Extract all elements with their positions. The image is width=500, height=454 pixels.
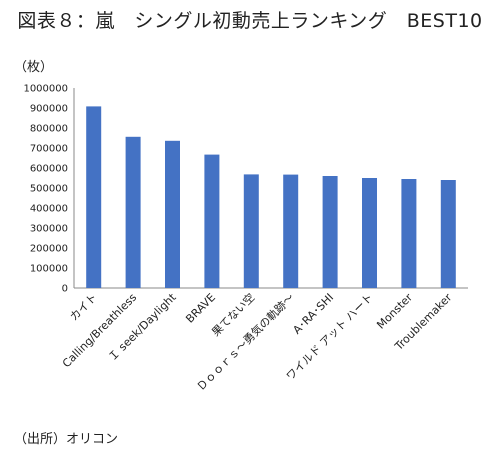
x-category-label: Calling/Breathless [60, 291, 139, 370]
bar [86, 106, 102, 289]
y-tick-label: 0 [62, 284, 68, 295]
bar [243, 174, 259, 288]
y-tick-label: 100000 [30, 264, 68, 275]
chart-title: 図表８：嵐 シングル初動売上ランキング BEST10 [17, 10, 483, 32]
bar [322, 176, 338, 288]
y-tick-label: 500000 [30, 184, 68, 195]
x-category-label: Monster [374, 291, 415, 332]
y-tick-label: 300000 [30, 224, 68, 235]
source-note: （出所）オリコン [14, 432, 119, 447]
bar [401, 179, 417, 288]
y-tick-label: 1000000 [23, 84, 68, 95]
bar [125, 136, 141, 288]
x-category-label: Ｉ seek/Daylight [106, 290, 179, 363]
bar [440, 180, 456, 288]
x-category-label: カイト [67, 291, 100, 324]
y-unit-label: （枚） [14, 60, 54, 75]
y-tick-label: 400000 [30, 204, 68, 215]
y-tick-label: 800000 [30, 124, 68, 135]
x-category-label: BRAVE [183, 291, 218, 326]
y-tick-label: 600000 [30, 164, 68, 175]
bar [165, 140, 180, 288]
y-tick-label: 200000 [30, 244, 68, 255]
bar [204, 154, 220, 288]
bar [283, 174, 299, 288]
y-tick-label: 700000 [30, 144, 68, 155]
bar [362, 178, 377, 288]
y-tick-label: 900000 [30, 104, 68, 115]
